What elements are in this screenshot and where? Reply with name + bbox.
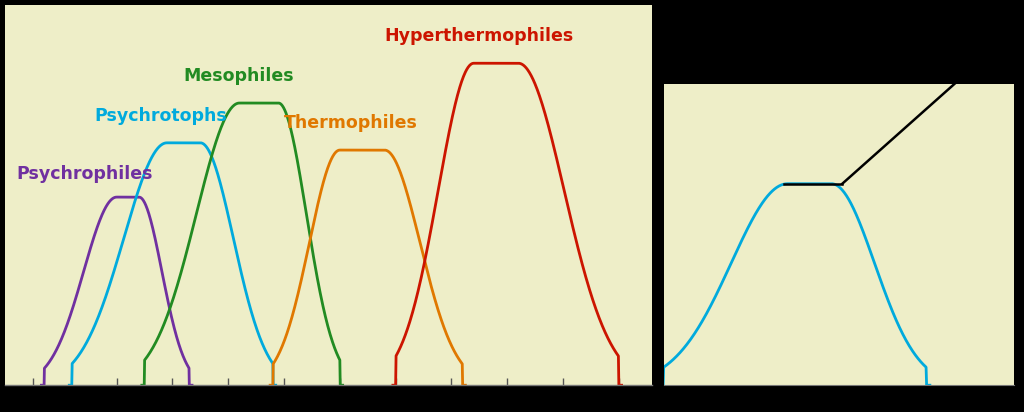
Text: Hyperthermophiles: Hyperthermophiles xyxy=(384,27,573,45)
Text: Thermophiles: Thermophiles xyxy=(284,114,418,132)
Text: Mesophiles: Mesophiles xyxy=(183,67,294,85)
Text: Psychrotophs: Psychrotophs xyxy=(94,107,227,125)
Text: Psychrophiles: Psychrophiles xyxy=(16,165,153,183)
